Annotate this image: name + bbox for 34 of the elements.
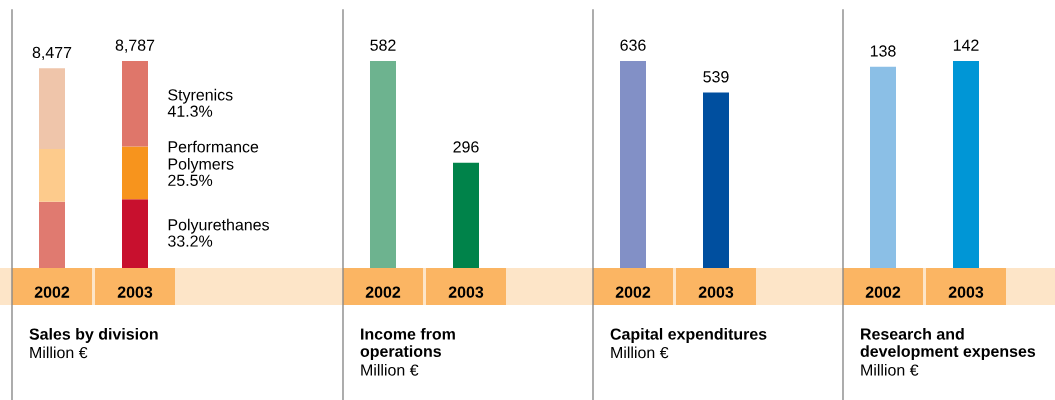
bar [122, 146, 148, 200]
series-label: Polyurethanes [168, 218, 269, 234]
bar [122, 60, 148, 147]
text: Million € [30, 346, 88, 359]
data-label: 636 [620, 39, 646, 51]
x-tick-label: 2003 [698, 286, 734, 298]
annotation: 33.2% [168, 235, 213, 247]
series-label: Styrenics [168, 88, 233, 104]
bar [39, 148, 65, 202]
text: Sales by division [29, 328, 158, 343]
annotation: 41.3% [167, 105, 213, 117]
bar [39, 68, 65, 149]
x-tick-label: 2003 [117, 286, 153, 298]
text: Capital expenditures [610, 328, 767, 343]
data-label: 142 [953, 39, 979, 51]
text: 8,477 [32, 46, 72, 60]
x-tick-label: 2002 [865, 286, 901, 298]
data-label: 296 [453, 141, 479, 153]
annotation: 25.5% [168, 174, 213, 186]
data-label: 539 [703, 71, 729, 83]
data-label: 582 [370, 39, 396, 51]
x-tick-label: 2003 [948, 286, 984, 298]
x-tick-label: 2002 [365, 286, 401, 298]
x-tick-label: 2002 [34, 286, 70, 298]
text: Research and development expenses [860, 328, 1036, 361]
text: Million € [361, 364, 419, 376]
x-tick-label: 2002 [615, 286, 651, 298]
data-label: 138 [870, 45, 896, 57]
series-label: Performance Polymers [168, 140, 259, 173]
text: Million € [611, 346, 669, 359]
x-tick-label: 2003 [448, 286, 484, 298]
text: Million € [861, 364, 919, 376]
text: 8,787 [115, 39, 155, 53]
text: Income from operations [360, 328, 455, 361]
